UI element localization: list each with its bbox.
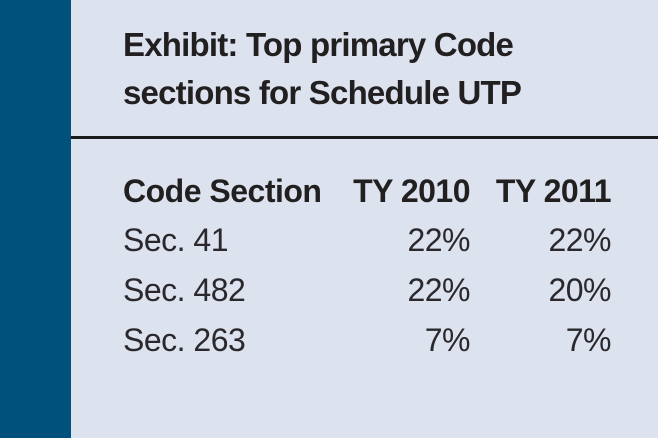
cell-ty2011: 20% xyxy=(548,272,611,308)
exhibit-title-line2: sections for Schedule UTP xyxy=(123,74,522,111)
title-divider xyxy=(71,136,658,139)
cell-section: Sec. 263 xyxy=(123,322,246,358)
table-header-row: Code Section TY 2010 TY 2011 xyxy=(123,167,612,215)
table-row: Sec. 41 22% 22% xyxy=(123,215,612,265)
cell-ty2010: 22% xyxy=(407,222,470,258)
exhibit-table: Code Section TY 2010 TY 2011 Sec. 41 22%… xyxy=(123,167,612,365)
exhibit-title: Exhibit: Top primary Code sections for S… xyxy=(123,21,640,117)
cell-section: Sec. 482 xyxy=(123,272,246,308)
cell-ty2010: 22% xyxy=(407,272,470,308)
cell-ty2010: 7% xyxy=(424,322,471,358)
table-row: Sec. 263 7% 7% xyxy=(123,315,612,365)
column-header-ty-2011: TY 2011 xyxy=(495,173,612,209)
exhibit-panel: Exhibit: Top primary Code sections for S… xyxy=(71,0,658,438)
cell-ty2011: 7% xyxy=(565,322,612,358)
cell-section: Sec. 41 xyxy=(123,222,229,258)
exhibit-title-line1: Exhibit: Top primary Code xyxy=(123,26,514,63)
accent-bar xyxy=(0,0,71,438)
table-row: Sec. 482 22% 20% xyxy=(123,265,612,315)
column-header-code-section: Code Section xyxy=(123,173,322,209)
cell-ty2011: 22% xyxy=(548,222,611,258)
column-header-ty-2010: TY 2010 xyxy=(353,173,470,209)
